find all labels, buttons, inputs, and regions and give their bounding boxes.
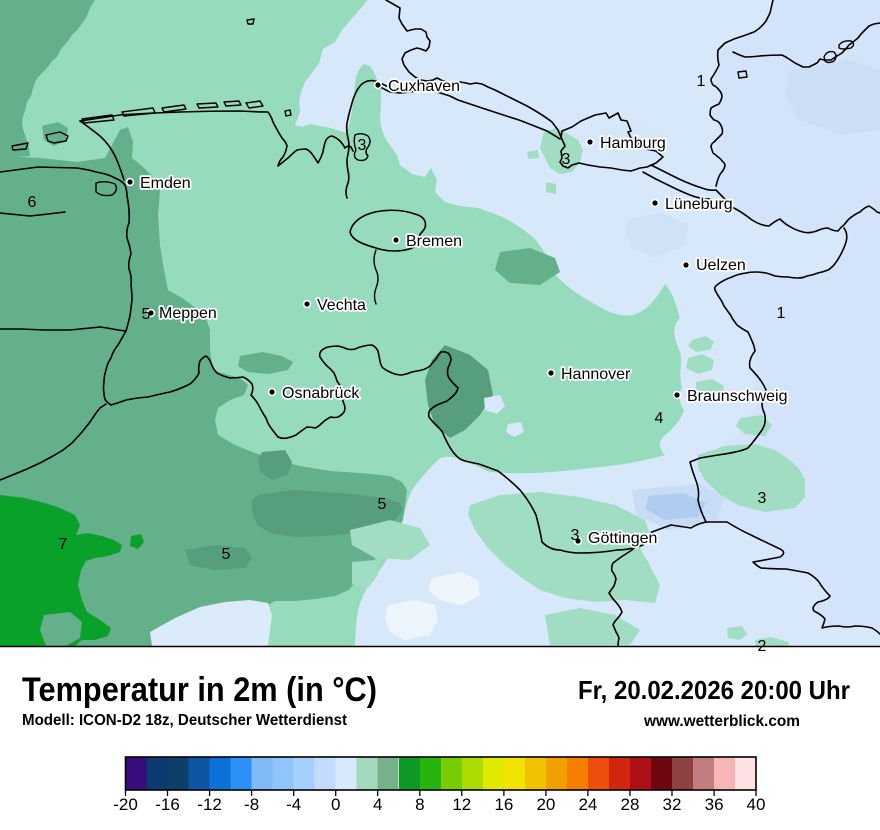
- svg-text:3: 3: [358, 137, 367, 154]
- svg-text:3: 3: [571, 527, 580, 544]
- svg-text:Bremen: Bremen: [406, 233, 462, 250]
- svg-text:0: 0: [331, 795, 340, 814]
- svg-text:Fr, 20.02.2026 20:00 Uhr: Fr, 20.02.2026 20:00 Uhr: [578, 675, 850, 705]
- svg-text:-4: -4: [286, 795, 301, 814]
- svg-text:Hamburg: Hamburg: [600, 135, 666, 152]
- svg-text:28: 28: [621, 795, 640, 814]
- svg-text:1: 1: [697, 73, 706, 90]
- svg-text:Uelzen: Uelzen: [696, 257, 746, 274]
- svg-text:3: 3: [758, 490, 767, 507]
- svg-text:-16: -16: [155, 795, 180, 814]
- svg-text:Vechta: Vechta: [317, 297, 366, 314]
- svg-text:-20: -20: [113, 795, 138, 814]
- svg-text:16: 16: [494, 795, 513, 814]
- svg-text:32: 32: [663, 795, 682, 814]
- svg-text:4: 4: [655, 410, 664, 427]
- svg-text:6: 6: [28, 194, 37, 211]
- svg-text:Osnabrück: Osnabrück: [282, 385, 360, 402]
- svg-text:-12: -12: [197, 795, 222, 814]
- svg-text:Meppen: Meppen: [159, 305, 217, 322]
- svg-text:4: 4: [373, 795, 382, 814]
- svg-text:1: 1: [777, 305, 786, 322]
- svg-text:36: 36: [705, 795, 724, 814]
- svg-text:Temperatur in 2m (in °C): Temperatur in 2m (in °C): [22, 671, 377, 709]
- svg-text:2: 2: [758, 638, 767, 655]
- svg-text:Göttingen: Göttingen: [588, 530, 657, 547]
- svg-text:3: 3: [562, 151, 571, 168]
- svg-text:Cuxhaven: Cuxhaven: [388, 78, 460, 95]
- svg-text:www.wetterblick.com: www.wetterblick.com: [643, 713, 800, 730]
- svg-text:5: 5: [222, 546, 231, 563]
- svg-text:Emden: Emden: [140, 175, 191, 192]
- svg-text:8: 8: [415, 795, 424, 814]
- svg-text:5: 5: [142, 306, 151, 323]
- svg-text:Lüneburg: Lüneburg: [665, 196, 733, 213]
- svg-text:12: 12: [452, 795, 471, 814]
- svg-text:40: 40: [747, 795, 766, 814]
- svg-text:Modell: ICON-D2 18z, Deutscher: Modell: ICON-D2 18z, Deutscher Wetterdie…: [22, 712, 347, 729]
- svg-text:7: 7: [59, 536, 68, 553]
- svg-text:Braunschweig: Braunschweig: [687, 388, 788, 405]
- svg-text:20: 20: [536, 795, 555, 814]
- svg-text:Hannover: Hannover: [561, 366, 631, 383]
- svg-text:5: 5: [378, 496, 387, 513]
- svg-text:-8: -8: [244, 795, 259, 814]
- svg-text:24: 24: [578, 795, 597, 814]
